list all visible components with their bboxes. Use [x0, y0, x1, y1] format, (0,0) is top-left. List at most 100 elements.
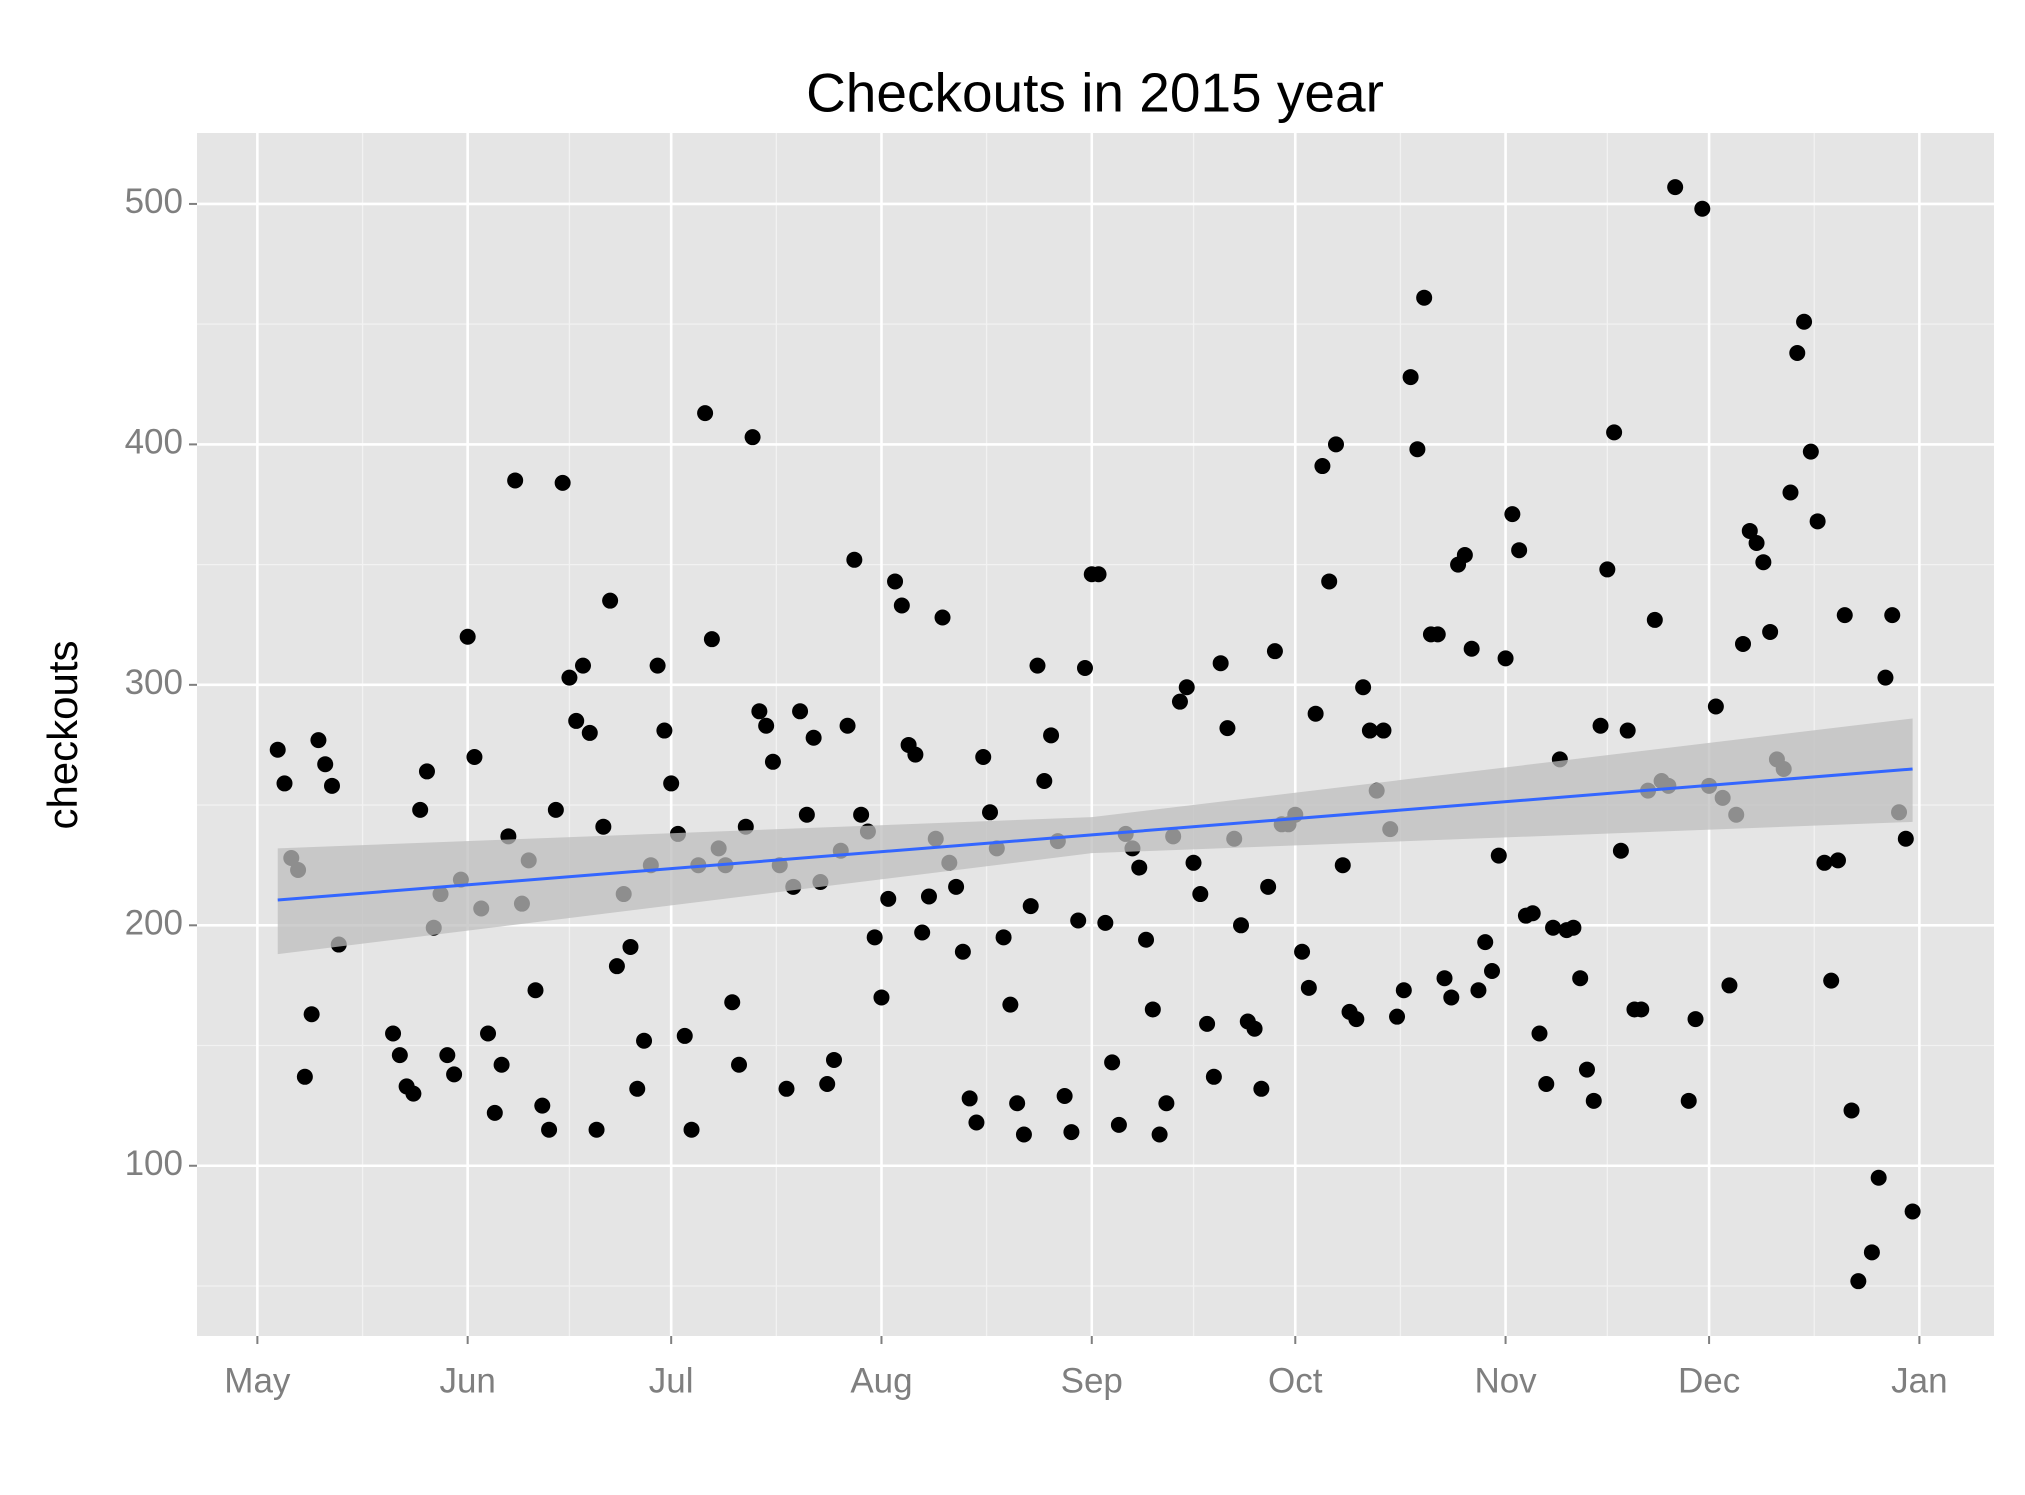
point	[853, 806, 870, 823]
point	[1741, 522, 1758, 539]
x-tick-label: Jun	[439, 1361, 495, 1400]
x-tick-label: Jan	[1891, 1361, 1947, 1400]
point	[1138, 931, 1155, 948]
point	[1151, 1126, 1168, 1143]
y-tick-label: 500	[125, 182, 183, 221]
point	[561, 669, 578, 686]
point	[1619, 722, 1636, 739]
point	[1877, 669, 1894, 686]
point	[663, 775, 680, 792]
point	[954, 943, 971, 960]
point	[541, 1121, 558, 1138]
point	[948, 878, 965, 895]
point	[1809, 513, 1826, 530]
point	[1484, 962, 1501, 979]
point	[914, 924, 931, 941]
point	[1755, 554, 1772, 571]
y-tick-label: 300	[125, 663, 183, 702]
y-axis-label: checkouts	[39, 640, 86, 829]
point	[758, 717, 775, 734]
point	[1687, 1011, 1704, 1028]
point	[1104, 1054, 1121, 1071]
point	[1212, 655, 1229, 672]
point	[887, 573, 904, 590]
point	[1389, 1008, 1406, 1025]
point	[1219, 720, 1236, 737]
point	[1531, 1025, 1548, 1042]
point	[1470, 982, 1487, 999]
trend-line	[277, 767, 1913, 902]
point	[1694, 200, 1711, 217]
point	[1836, 607, 1853, 624]
point	[1348, 1011, 1365, 1028]
x-tick-label: Aug	[850, 1361, 912, 1400]
point	[724, 994, 741, 1011]
point	[1511, 542, 1528, 559]
point	[961, 1090, 978, 1107]
point	[1205, 1068, 1222, 1085]
point	[412, 801, 429, 818]
point	[1321, 573, 1338, 590]
point	[1646, 611, 1663, 628]
point	[1707, 698, 1724, 715]
x-tick-label: Dec	[1678, 1361, 1740, 1400]
point	[1850, 1273, 1867, 1290]
point	[934, 609, 951, 626]
point	[1402, 369, 1419, 386]
point	[764, 753, 781, 770]
point	[1266, 643, 1283, 660]
point	[1680, 1092, 1697, 1109]
point	[920, 888, 937, 905]
point	[554, 474, 571, 491]
point	[1456, 546, 1473, 563]
point	[1002, 996, 1019, 1013]
point	[1463, 640, 1480, 657]
x-tick-label: Nov	[1474, 1361, 1537, 1400]
point	[1585, 1092, 1602, 1109]
point	[1185, 854, 1202, 871]
point	[1070, 912, 1087, 929]
point	[1063, 1124, 1080, 1141]
point	[1870, 1169, 1887, 1186]
point	[839, 717, 856, 734]
point	[1361, 722, 1378, 739]
point	[1538, 1076, 1555, 1093]
point	[1022, 898, 1039, 915]
point	[1735, 635, 1752, 652]
point	[636, 1032, 653, 1049]
point	[1300, 979, 1317, 996]
point	[1110, 1116, 1127, 1133]
point	[547, 801, 564, 818]
point	[649, 657, 666, 674]
point	[1294, 943, 1311, 960]
point	[805, 729, 822, 746]
point	[269, 741, 286, 758]
point	[893, 597, 910, 614]
point	[697, 405, 714, 422]
point	[873, 989, 890, 1006]
point	[1029, 657, 1046, 674]
point	[1158, 1095, 1175, 1112]
point	[995, 929, 1012, 946]
point	[595, 818, 612, 835]
point	[574, 657, 591, 674]
point	[1097, 914, 1114, 931]
point	[317, 756, 334, 773]
point	[1829, 852, 1846, 869]
y-tick-label: 200	[125, 904, 183, 943]
point	[1436, 970, 1453, 987]
point	[1524, 905, 1541, 922]
point	[1884, 607, 1901, 624]
point	[527, 982, 544, 999]
point	[1578, 1061, 1595, 1078]
point	[588, 1121, 605, 1138]
point	[1721, 977, 1738, 994]
point	[656, 722, 673, 739]
point	[276, 775, 293, 792]
point	[880, 890, 897, 907]
point	[405, 1085, 422, 1102]
point	[778, 1080, 795, 1097]
point	[1897, 830, 1914, 847]
point	[975, 748, 992, 765]
